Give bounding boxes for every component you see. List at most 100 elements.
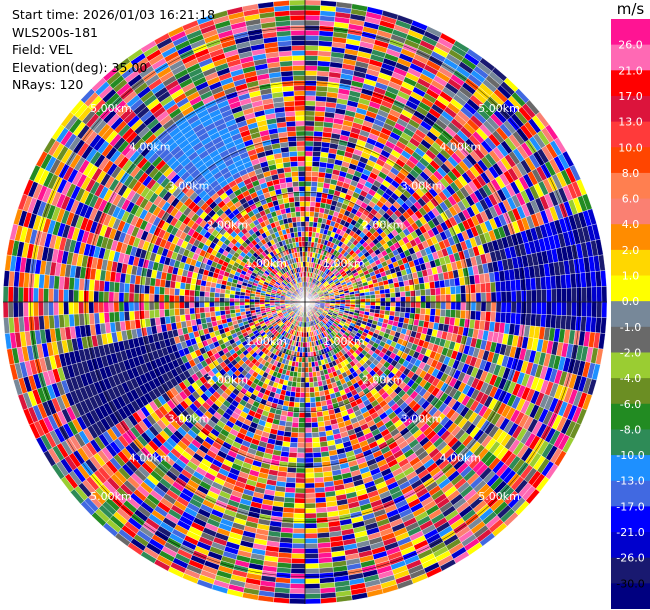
velocity-bin [424,314,431,322]
velocity-bin [304,50,319,56]
velocity-bin [316,416,325,423]
velocity-bin [289,588,306,595]
velocity-bin [289,598,306,605]
velocity-bin [385,297,391,303]
velocity-bin [304,90,317,97]
velocity-bin [314,396,321,403]
velocity-bin [287,462,297,469]
velocity-bin [450,309,456,318]
velocity-bin [288,452,298,458]
velocity-bin [304,95,316,102]
velocity-bin [304,543,319,549]
velocity-bin [293,512,306,519]
velocity-bin [526,301,532,315]
velocity-bin [304,523,318,529]
velocity-bin [380,297,386,303]
velocity-bin [284,492,296,499]
velocity-bin [293,517,306,524]
velocity-bin [495,301,502,313]
velocity-bin [292,416,300,423]
velocity-bin [308,361,312,368]
velocity-bin [296,376,302,383]
velocity-bin [304,497,316,504]
velocity-bin [490,311,497,323]
velocity-bin [374,305,381,311]
velocity-bin [304,100,316,107]
velocity-bin [304,578,320,585]
velocity-bin [596,301,603,318]
velocity-bin [475,301,482,312]
velocity-bin [291,553,306,559]
velocity-bin [304,241,309,247]
velocity-bin [536,289,542,303]
velocity-bin [304,110,316,117]
velocity-bin [314,105,326,112]
velocity-bin [445,294,452,303]
velocity-bin [390,301,396,307]
velocity-bin [296,457,306,464]
velocity-bin [298,422,306,428]
velocity-bin [304,65,318,71]
velocity-bin [310,401,317,408]
velocity-bin [310,411,318,418]
velocity-bin [311,437,320,443]
velocity-bin [399,306,406,313]
velocity-bin [304,507,317,514]
velocity-bin [317,421,325,428]
velocity-bin [435,294,442,303]
velocity-bin [304,502,316,509]
velocity-bin [304,402,311,408]
velocity-bin [526,289,532,303]
velocity-bin [430,301,437,309]
velocity-bin [314,201,321,208]
velocity-bin [286,467,297,474]
velocity-bin [304,362,309,368]
velocity-bin [536,301,542,315]
velocity-bin [290,578,306,585]
velocity-bin [297,442,306,449]
velocity-bin [304,382,310,388]
velocity-bin [314,115,325,122]
velocity-bin [531,289,537,303]
velocity-bin [304,170,312,177]
velocity-bin [586,286,593,303]
velocity-bin [309,201,316,208]
velocity-bin [389,306,396,312]
velocity-bin [414,313,421,321]
velocity-bin [299,397,306,403]
velocity-bin [460,293,467,303]
velocity-bin [304,568,320,574]
velocity-bin [440,301,447,310]
velocity-bin [313,472,324,479]
velocity-bin [289,442,298,448]
velocity-bin [304,55,319,61]
velocity-bin [291,426,299,433]
velocity-bin [304,457,314,464]
velocity-bin [425,301,431,309]
velocity-bin [316,186,324,193]
velocity-bin [294,487,306,494]
velocity-bin [424,288,431,296]
velocity-bin [424,308,431,316]
velocity-bin [307,356,312,363]
velocity-bin [475,292,482,303]
velocity-bin [314,487,326,494]
velocity-bin [311,426,319,433]
velocity-bin [295,381,301,388]
velocity-bin [414,289,421,297]
velocity-bin [294,396,301,403]
velocity-bin [304,372,310,378]
velocity-bin [405,296,411,303]
velocity-bin [384,292,391,298]
velocity-bin [561,301,567,316]
velocity-bin [470,283,477,294]
velocity-bin [301,357,306,363]
velocity-bin [420,295,426,303]
velocity-bin [561,288,567,303]
velocity-bin [304,427,312,434]
velocity-bin [294,391,301,398]
velocity-bin [455,293,462,303]
velocity-bin [317,176,325,183]
velocity-bin [313,141,322,147]
velocity-bin [304,221,310,227]
